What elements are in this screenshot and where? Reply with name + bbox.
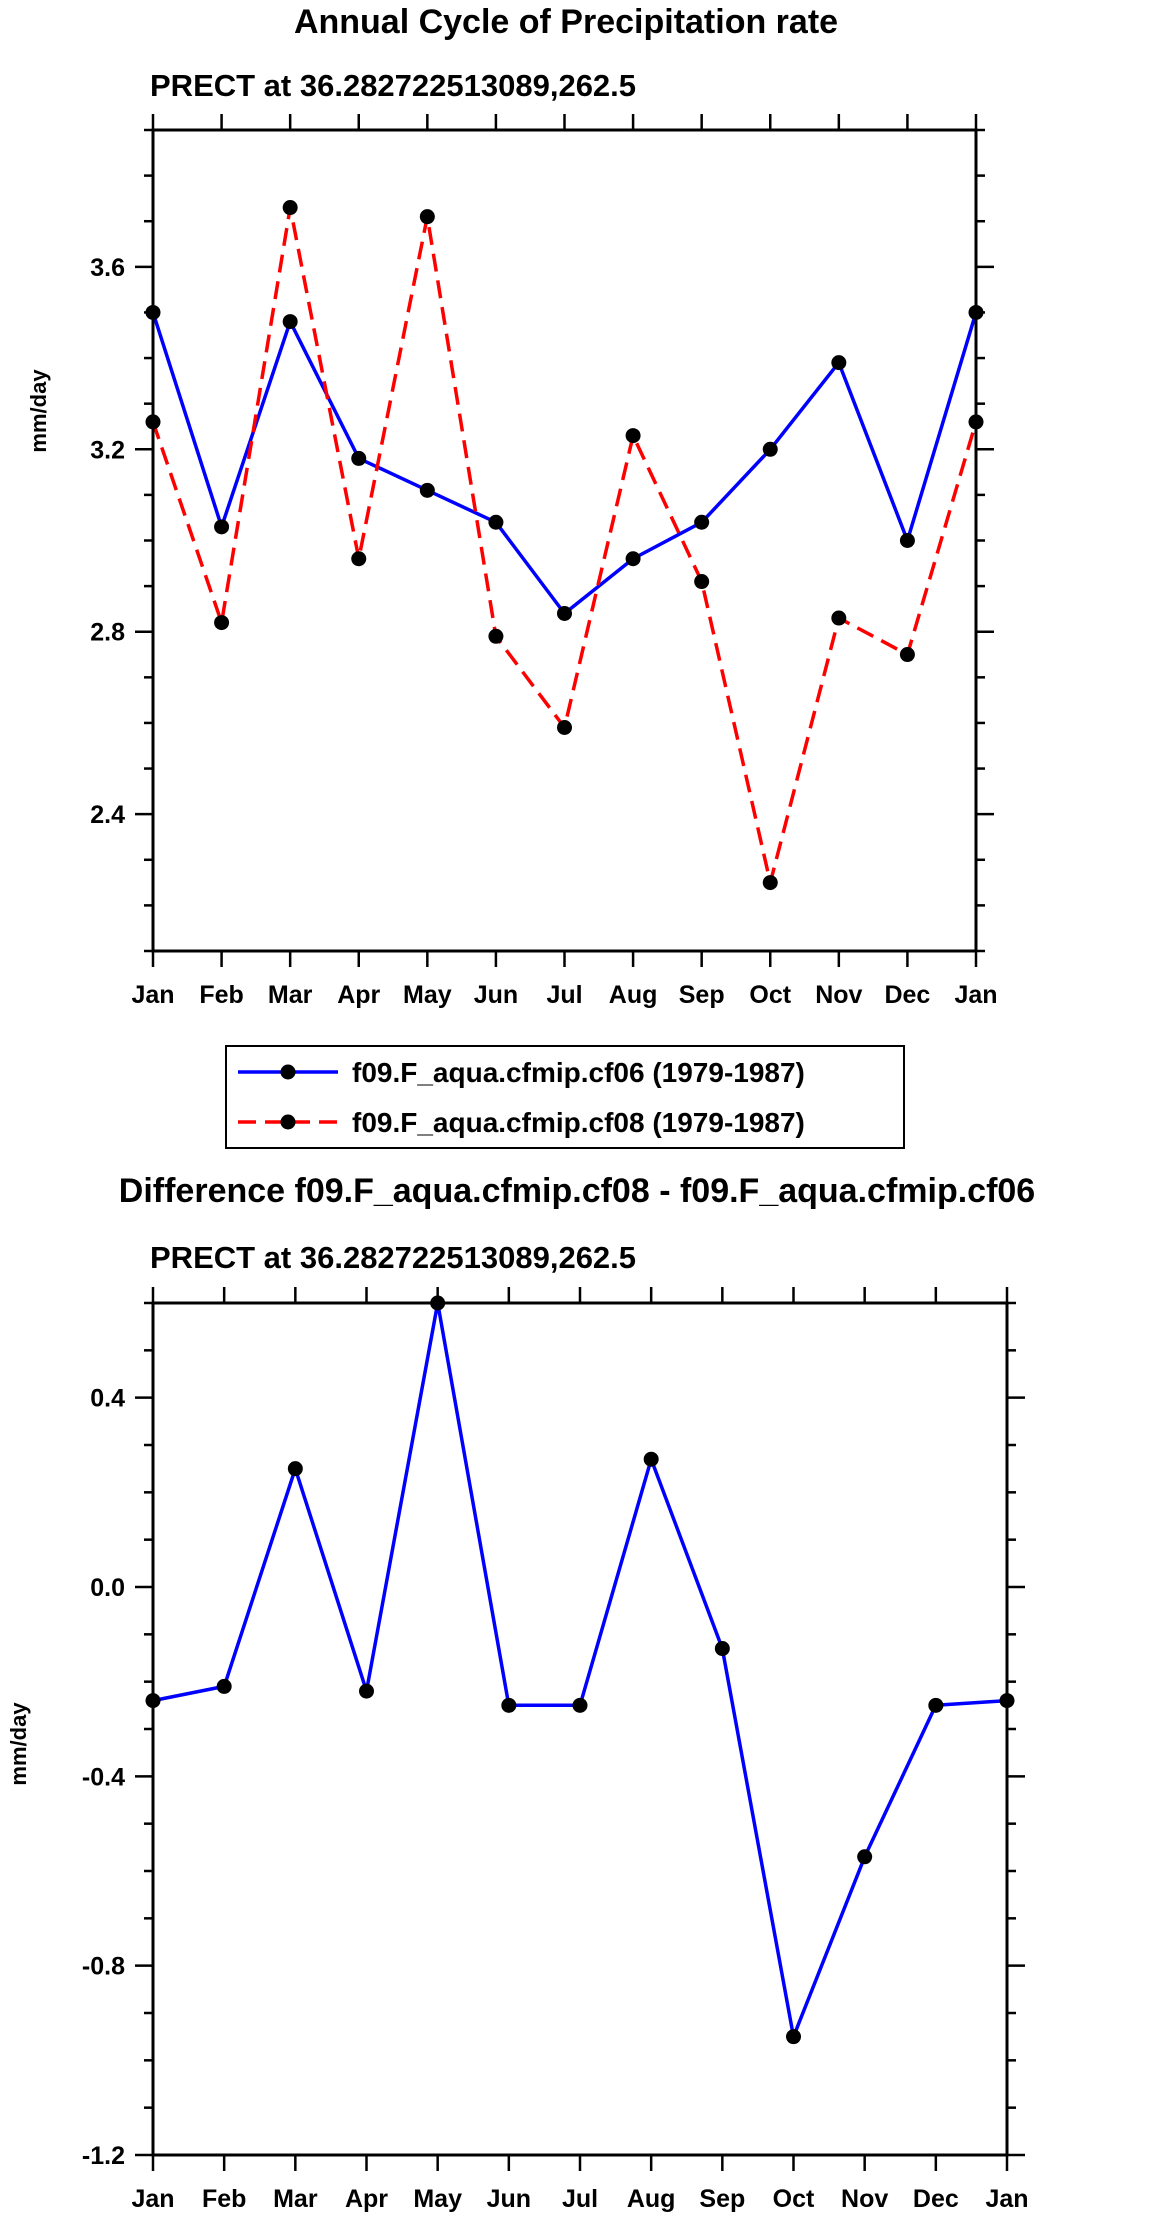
chart1-series-line-1 [151, 205, 978, 885]
chart1-ylabel: mm/day [26, 369, 51, 453]
chart2-xtick-label: Jun [487, 2185, 531, 2213]
chart1-subtitle: PRECT at 36.282722513089,262.5 [150, 68, 636, 103]
chart2-xtick-label: Oct [773, 2185, 815, 2213]
legend-marker-cf08 [280, 1114, 296, 1130]
chart1-series-0-point [762, 441, 778, 457]
chart1-xtick-label: Apr [337, 981, 380, 1009]
legend: f09.F_aqua.cfmip.cf06 (1979-1987) f09.F_… [225, 1045, 905, 1149]
chart2-ytick-label: -0.4 [82, 1763, 125, 1791]
chart2-series-0-point [857, 1849, 873, 1865]
chart1-xtick-label: Jun [474, 981, 518, 1009]
chart1-xtick-label: Oct [749, 981, 791, 1009]
chart1-series-0-point [625, 551, 641, 567]
chart2-ytick-label: -1.2 [82, 2142, 125, 2170]
chart1-xtick-label: Jul [546, 981, 582, 1009]
chart1-xtick-label: Feb [199, 981, 243, 1009]
chart2-series [145, 1295, 1015, 2045]
chart2-xtick-label: Sep [699, 2185, 745, 2213]
chart1-series-1-point [694, 574, 710, 590]
chart2-series-0-point [287, 1461, 303, 1477]
chart2-ytick-label: -0.8 [82, 1953, 125, 1981]
chart1-series-0-point [899, 533, 915, 548]
chart2-series-0-point [501, 1697, 517, 1713]
chart2-xtick-label: Aug [627, 2185, 676, 2213]
chart1-xtick-label: Nov [815, 981, 862, 1009]
chart2-ylabel: mm/day [6, 1702, 31, 1786]
chart1-series-0-point [214, 519, 230, 535]
chart2-xtick-label: Dec [913, 2185, 959, 2213]
legend-marker-cf06 [280, 1064, 296, 1080]
chart1-series-1-point [831, 610, 847, 626]
chart1-xtick-label: Jan [131, 981, 174, 1009]
chart2-series-0-point [786, 2029, 801, 2045]
chart1-series-0-point [694, 514, 710, 530]
chart1-series-1-point [282, 200, 298, 216]
chart1-series [145, 200, 984, 891]
chart2-series-0-point [572, 1697, 588, 1713]
chart2-xtick-label: Feb [202, 2185, 246, 2213]
chart1-series-1-point [557, 720, 572, 736]
chart1-series-1-point [625, 428, 641, 444]
chart1-xtick-label: Aug [609, 981, 658, 1009]
difference-chart: Difference f09.F_aqua.cfmip.cf08 - f09.F… [6, 1172, 1035, 2213]
chart1-series-1-point [762, 875, 778, 891]
chart1-series-0-point [488, 514, 504, 530]
chart1-xtick-label: Sep [679, 981, 725, 1009]
chart2-xtick-label: Jan [131, 2185, 174, 2213]
chart2-series-line-0 [152, 1301, 1008, 2039]
chart2-xtick-label: May [413, 2185, 462, 2213]
chart2-plot-frame [151, 1301, 1009, 2157]
chart1-series-0-point [831, 355, 847, 371]
chart2-title: Difference f09.F_aqua.cfmip.cf08 - f09.F… [119, 1172, 1035, 1210]
chart2-xtick-label: Jul [562, 2185, 598, 2213]
chart2-ytick-label: 0.0 [90, 1574, 125, 1602]
chart1-ytick-label: 2.8 [90, 619, 125, 647]
chart1-series-0-point [351, 450, 367, 466]
chart2-series-0-point [714, 1641, 730, 1657]
chart1-xtick-label: Jan [954, 981, 997, 1009]
chart2-xtick-label: Nov [841, 2185, 888, 2213]
chart1-ytick-label: 3.6 [90, 254, 125, 282]
chart1-series-1-point [214, 615, 230, 631]
chart2-series-0-point [643, 1451, 659, 1467]
chart1-xtick-label: May [403, 981, 452, 1009]
chart1-series-1-point [419, 209, 435, 225]
chart1-ytick-label: 2.4 [90, 801, 125, 829]
chart1-series-1-point [351, 551, 367, 567]
chart1-xtick-label: Mar [268, 981, 313, 1009]
chart1-series-1-point [488, 628, 504, 644]
chart1-ytick-label: 3.2 [90, 436, 125, 464]
chart1-series-0-point [557, 605, 572, 621]
legend-box [225, 1045, 905, 1149]
chart2-ticks: -1.2 -0.8 -0.4 0.0 0.4 Jan Feb Mar Apr May Jun Jul A… [82, 1287, 1029, 2213]
chart2-xtick-label: Jan [985, 2185, 1028, 2213]
chart1-series-0-point [419, 482, 435, 498]
chart1-series-0-point [282, 314, 298, 330]
chart1-title: Annual Cycle of Precipitation rate [294, 3, 838, 41]
legend-label-cf08: f09.F_aqua.cfmip.cf08 (1979-1987) [352, 1107, 805, 1138]
legend-label-cf06: f09.F_aqua.cfmip.cf06 (1979-1987) [352, 1057, 805, 1088]
chart2-series-0-point [359, 1683, 374, 1699]
chart2-xtick-label: Apr [345, 2185, 388, 2213]
chart1-ticks: 2.4 2.8 3.2 3.6 Jan Feb Mar Apr May Jun Jul Aug Sep O… [90, 114, 998, 1009]
annual-cycle-chart: Annual Cycle of Precipitation rate PRECT… [26, 3, 998, 1009]
chart2-series-0-point [216, 1678, 232, 1694]
chart2-subtitle: PRECT at 36.282722513089,262.5 [150, 1240, 636, 1275]
chart1-series-1-point [899, 647, 915, 663]
chart1-series-line-0 [151, 311, 978, 616]
chart2-xtick-label: Mar [273, 2185, 318, 2213]
chart2-ytick-label: 0.4 [90, 1385, 125, 1413]
chart1-plot-frame [151, 128, 978, 953]
chart1-xtick-label: Dec [884, 981, 930, 1009]
chart2-series-0-point [928, 1697, 944, 1713]
